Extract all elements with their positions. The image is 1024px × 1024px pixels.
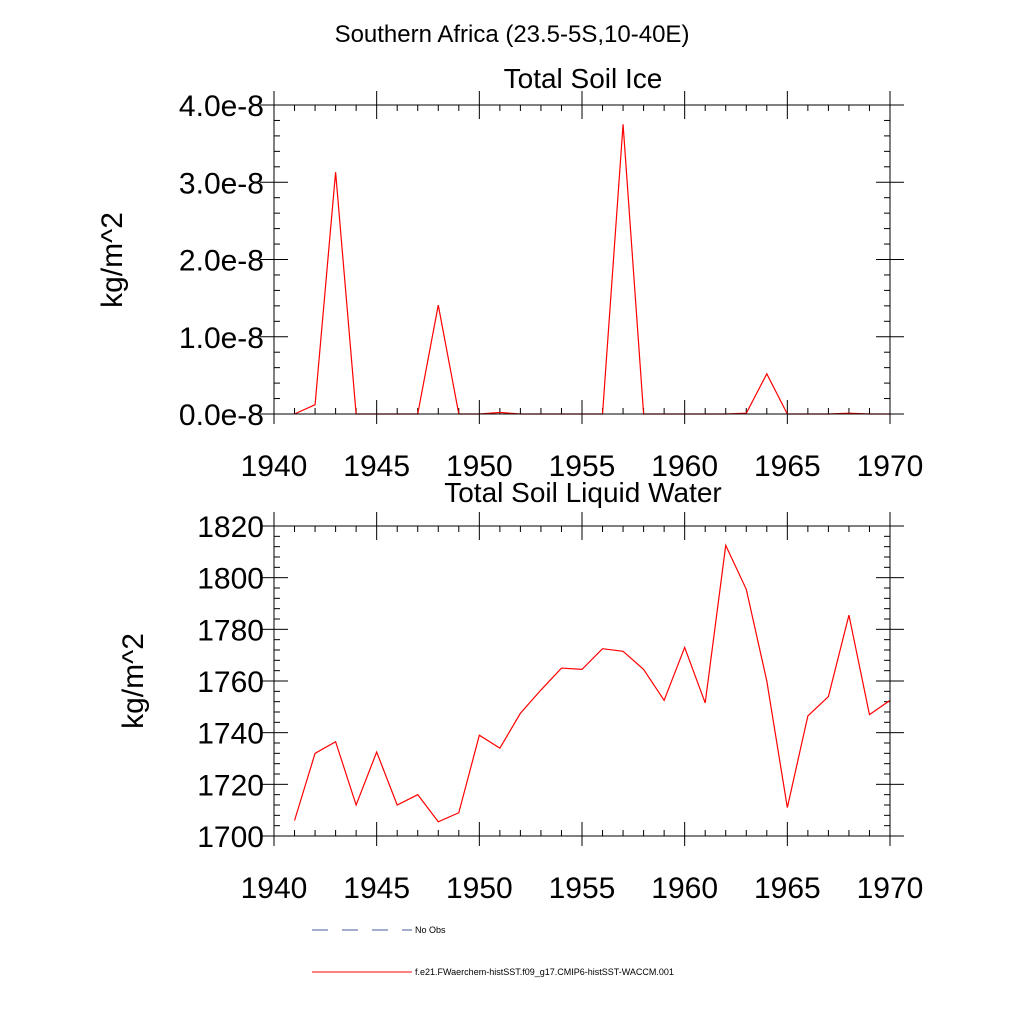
panel-1-series	[294, 124, 890, 415]
y-tick-label: 4.0e-8	[179, 90, 264, 123]
legend-model-label: f.e21.FWaerchem-histSST.f09_g17.CMIP6-hi…	[415, 967, 674, 977]
x-tick-label: 1965	[754, 450, 821, 483]
y-tick-label: 2.0e-8	[179, 245, 264, 278]
x-tick-label: 1950	[446, 450, 513, 483]
figure-title: Southern Africa (23.5-5S,10-40E)	[335, 21, 690, 48]
panel-soil-liquid-water: Total Soil Liquid Water 1940 1945 1950 1955…	[117, 477, 923, 905]
y-tick-label: 1.0e-8	[179, 322, 264, 355]
x-tick-label: 1940	[241, 872, 308, 905]
y-tick-label: 1740	[197, 718, 264, 751]
panel-1-ticks	[260, 91, 904, 424]
y-tick-label: 1720	[197, 769, 264, 802]
y-tick-label: 1820	[197, 511, 264, 544]
panel-2-labels: 1940 1945 1950 1955 1960 1965 1970 1700 1720 1740…	[197, 511, 923, 905]
legend-no-obs-label: No Obs	[415, 925, 446, 935]
x-tick-label: 1945	[343, 872, 410, 905]
x-tick-label: 1960	[651, 450, 718, 483]
panel-2-series	[293, 543, 891, 823]
legend: No Obs f.e21.FWaerchem-histSST.f09_g17.C…	[312, 925, 674, 977]
panel-2-ylabel: kg/m^2	[117, 633, 150, 729]
x-tick-label: 1965	[754, 872, 821, 905]
y-tick-label: 3.0e-8	[179, 167, 264, 200]
x-tick-label: 1945	[343, 450, 410, 483]
x-tick-label: 1960	[651, 872, 718, 905]
x-tick-label: 1955	[549, 872, 616, 905]
panel-2-title: Total Soil Liquid Water	[444, 477, 722, 508]
panel-2-frame	[273, 525, 891, 837]
y-tick-label: 1700	[197, 821, 264, 854]
panel-1-title: Total Soil Ice	[504, 63, 663, 94]
y-tick-label: 1780	[197, 614, 264, 647]
x-tick-label: 1955	[549, 450, 616, 483]
series-line	[294, 124, 890, 415]
panel-1-labels: 1940 1945 1950 1955 1960 1965 1970 0.0e-8 1.0e-8…	[179, 90, 923, 483]
y-tick-label: 0.0e-8	[179, 399, 264, 432]
panel-1-ylabel: kg/m^2	[96, 212, 129, 308]
x-tick-label: 1950	[446, 872, 513, 905]
x-tick-label: 1970	[857, 450, 924, 483]
panel-2-ticks	[260, 512, 904, 846]
panel-soil-ice: Total Soil Ice 1940 1945 1950 1955 1960 1965 1…	[96, 63, 923, 483]
y-tick-label: 1760	[197, 666, 264, 699]
x-tick-label: 1940	[241, 450, 308, 483]
series-line	[293, 543, 891, 823]
y-tick-label: 1800	[197, 563, 264, 596]
panel-1-frame	[273, 104, 891, 415]
x-tick-label: 1970	[857, 872, 924, 905]
